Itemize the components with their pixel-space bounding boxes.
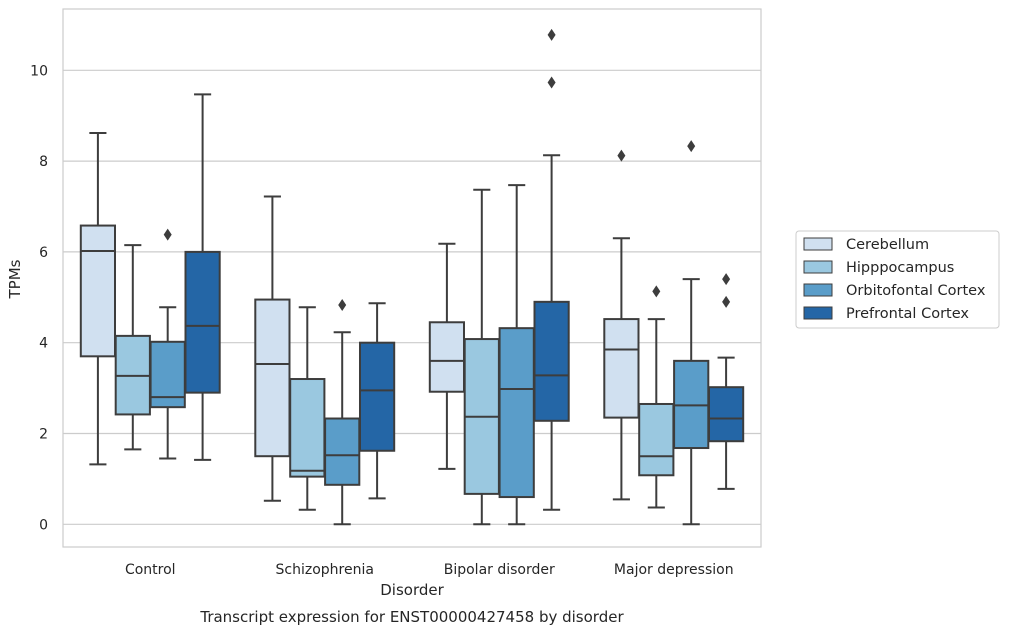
legend-label-prefrontal: Prefrontal Cortex [846, 306, 969, 322]
box-1-3 [638, 285, 675, 509]
box-0-0 [79, 131, 117, 466]
box-1-0 [114, 244, 151, 451]
box-1-2 [463, 188, 500, 526]
legend: Cerebellum Hipppocampus Orbitofontal Cor… [795, 230, 1000, 329]
box-body [498, 327, 535, 499]
y-tick-label: 2 [39, 426, 48, 442]
legend-swatch-prefrontal [803, 306, 833, 320]
outlier-point [722, 295, 731, 308]
box-2-1 [324, 299, 361, 526]
box-body [289, 378, 326, 478]
outlier-point [547, 28, 556, 41]
box-2-3 [673, 140, 710, 526]
box-0-1 [254, 195, 291, 502]
outlier-point [652, 285, 661, 298]
box-2-0 [149, 228, 186, 460]
box-0-2 [428, 242, 466, 470]
y-tick-labels: 0 2 4 6 8 10 [30, 63, 48, 533]
legend-swatch-hippocampus [803, 260, 833, 274]
x-tick-labels: Control Schizophrenia Bipolar disorder Majo… [125, 562, 734, 578]
box-body [184, 250, 221, 394]
box-body [254, 298, 291, 458]
y-axis-label: TPMs [6, 259, 24, 299]
box-body [638, 402, 675, 477]
box-3-3 [707, 273, 745, 490]
y-tick-label: 0 [39, 517, 48, 533]
outlier-point [338, 299, 347, 312]
box-body [533, 300, 570, 422]
box-body [428, 321, 466, 393]
legend-frame [795, 230, 1000, 329]
chart-caption: Transcript expression for ENST0000042745… [199, 608, 624, 626]
box-1-1 [289, 306, 326, 511]
box-3-0 [184, 93, 221, 461]
box-series [79, 28, 745, 526]
plot-frame [62, 8, 762, 548]
x-tick-label: Major depression [614, 562, 734, 578]
legend-swatch-cerebellum [803, 237, 833, 251]
outlier-point [547, 76, 556, 89]
x-tick-label: Bipolar disorder [444, 562, 555, 578]
legend-label-cerebellum: Cerebellum [846, 237, 929, 253]
box-3-1 [358, 302, 396, 500]
x-axis-label: Disorder [380, 581, 444, 599]
legend-label-hippocampus: Hipppocampus [846, 260, 954, 276]
legend-swatch-orbitofrontal [803, 283, 833, 297]
outlier-point [617, 149, 626, 162]
y-tick-label: 8 [39, 154, 48, 170]
outlier-point [687, 140, 696, 153]
box-3-2 [533, 28, 570, 511]
box-body [324, 417, 361, 486]
y-tick-label: 6 [39, 245, 48, 261]
legend-label-orbitofrontal: Orbitofontal Cortex [846, 283, 986, 299]
box-0-3 [603, 149, 640, 501]
y-tick-label: 10 [30, 63, 48, 79]
box-2-2 [498, 184, 535, 526]
outlier-point [163, 228, 172, 241]
box-body [603, 318, 640, 419]
y-tick-label: 4 [39, 336, 48, 352]
box-body [707, 386, 745, 443]
box-body [79, 224, 117, 358]
box-body [358, 341, 396, 452]
x-tick-label: Schizophrenia [276, 562, 374, 578]
x-tick-label: Control [125, 562, 176, 578]
outlier-point [722, 273, 731, 286]
